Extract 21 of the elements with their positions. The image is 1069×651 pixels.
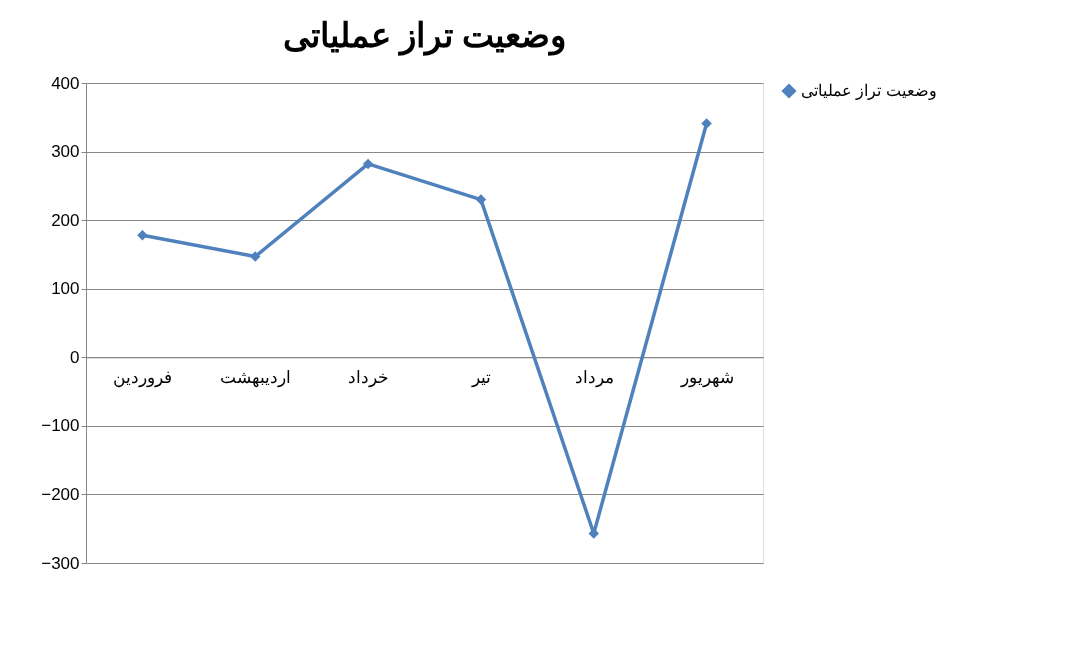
x-tick-label: اردیبهشت <box>220 367 292 388</box>
x-tick-label: مرداد <box>574 367 614 388</box>
y-tick-label: 0 <box>70 347 80 367</box>
x-tick-label: فروردین <box>113 367 173 388</box>
y-tick-label: −100 <box>41 416 80 436</box>
legend-label: وضعیت تراز عملیاتی <box>801 82 937 100</box>
y-tick-label: 200 <box>51 210 80 230</box>
y-tick-label: −200 <box>41 484 80 504</box>
point <box>250 251 261 262</box>
point <box>701 118 712 129</box>
y-tick-label: −300 <box>41 553 80 573</box>
x-tick-label: خرداد <box>348 367 390 388</box>
x-tick-label: شهریور <box>679 367 734 388</box>
chart-title: وضعیت تراز عملیاتی <box>282 16 567 56</box>
point <box>475 194 487 205</box>
y-tick-label: 400 <box>51 73 80 93</box>
point <box>362 158 374 170</box>
y-tick-label: 100 <box>51 279 80 299</box>
y-tick-label: 300 <box>51 142 80 162</box>
x-tick-label: تیر <box>470 367 491 388</box>
point <box>137 229 148 241</box>
